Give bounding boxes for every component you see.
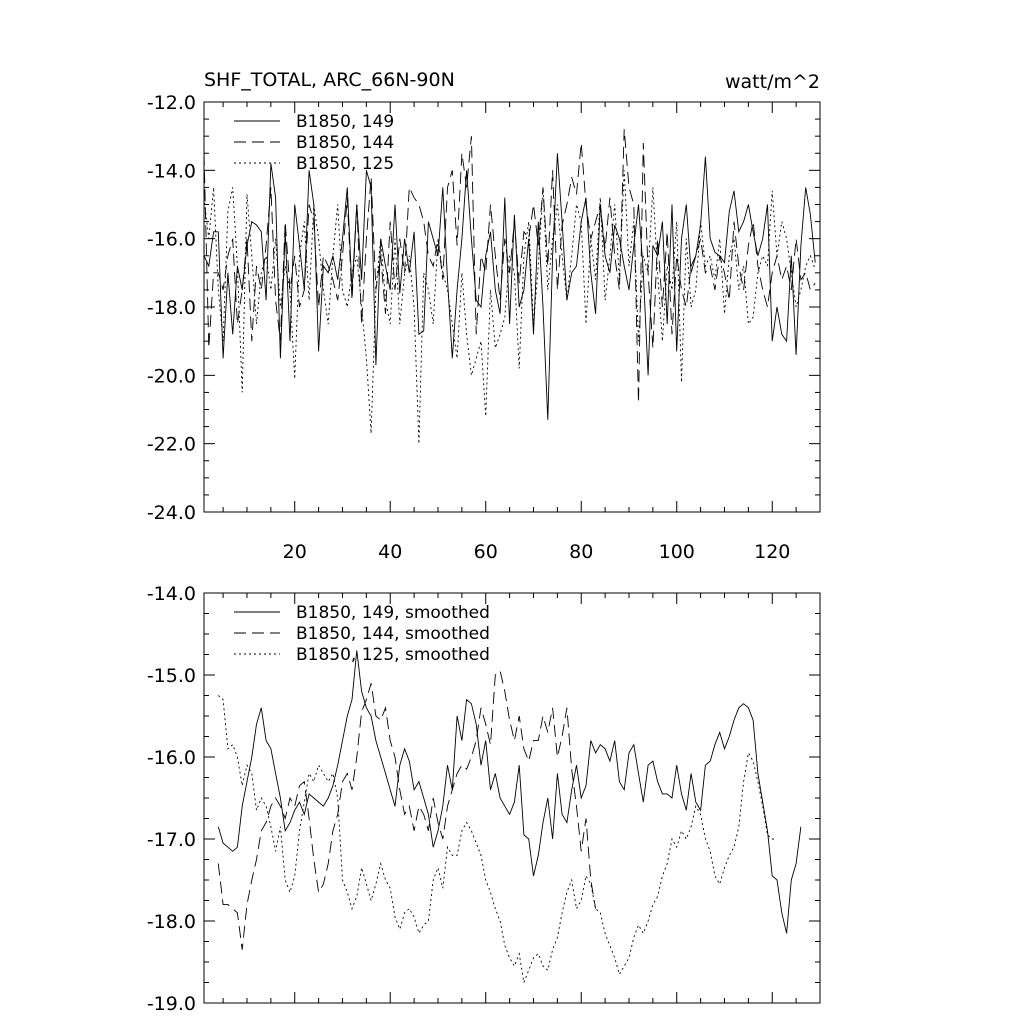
x-tick-label: 40 (378, 541, 402, 563)
bottom-panel: -14.0 -15.0 -16.0 -17.0 -18.0 -19.0 B1850, 149… (147, 583, 821, 1015)
y-tick-label: -14.0 (147, 160, 196, 182)
y-tick-label: -16.0 (147, 229, 196, 251)
x-tick-label: 100 (659, 541, 695, 563)
series-line (218, 695, 777, 985)
y-tick-label: -14.0 (147, 583, 196, 605)
y-tick-label: -16.0 (147, 747, 196, 769)
y-tick-label: -18.0 (147, 297, 196, 319)
x-tick-label: 20 (283, 541, 307, 563)
y-tick-label: -15.0 (147, 665, 196, 687)
series-line (203, 153, 816, 420)
units-label: watt/m^2 (725, 71, 820, 93)
series-line (217, 670, 597, 950)
y-tick-label: -24.0 (147, 502, 196, 524)
legend-label: B1850, 149 (296, 112, 394, 132)
series-line (203, 129, 816, 403)
legend-label: B1850, 125, smoothed (296, 645, 490, 665)
x-tick-label: 80 (569, 541, 593, 563)
y-tick-label: -12.0 (147, 92, 196, 114)
x-tick-label: 120 (754, 541, 790, 563)
legend-label: B1850, 125 (296, 154, 394, 174)
y-tick-label: -20.0 (147, 365, 196, 387)
y-tick-label: -17.0 (147, 829, 196, 851)
legend-label: B1850, 149, smoothed (296, 603, 490, 623)
y-tick-label: -19.0 (147, 993, 196, 1015)
x-tick-label: 60 (474, 541, 498, 563)
y-tick-label: -22.0 (147, 434, 196, 456)
legend-label: B1850, 144, smoothed (296, 624, 490, 644)
chart-title: SHF_TOTAL, ARC_66N-90N (204, 69, 455, 91)
y-tick-label: -18.0 (147, 911, 196, 933)
top-panel: SHF_TOTAL, ARC_66N-90N watt/m^2 -12.0 -14… (147, 69, 821, 563)
series-line (203, 170, 816, 444)
legend-label: B1850, 144 (296, 133, 394, 153)
series-line (217, 650, 802, 934)
